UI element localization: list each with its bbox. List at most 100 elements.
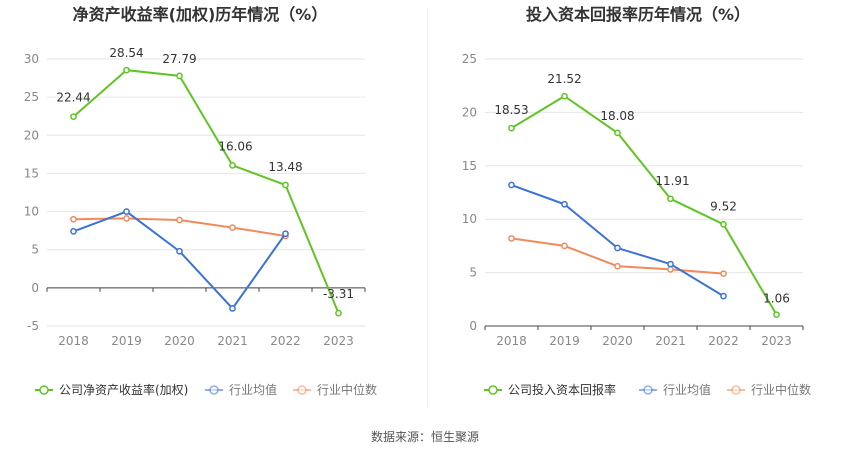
x-tick-label: 2022 [270,334,301,348]
legend-marker-icon [731,385,741,395]
data-label: -3.31 [323,287,354,301]
data-point-industry_avg [508,181,515,189]
data-point-industry_median [229,224,236,231]
data-point-industry_median [667,266,674,273]
data-label: 16.06 [218,139,252,153]
x-tick-label: 2022 [708,334,739,348]
legend-label: 公司净资产收益率(加权) [59,382,188,397]
data-point-company [229,161,236,169]
y-tick-label: 25 [462,52,477,66]
data-label: 13.48 [268,160,302,174]
legend-item-company: 公司投入资本回报率 [484,382,616,397]
data-label: 9.52 [710,199,737,213]
legend-marker-icon [209,385,219,395]
data-source-note: 数据来源：恒生聚源 [370,430,479,444]
legend-label: 行业均值 [229,382,277,397]
legend-marker-icon [297,385,307,395]
chart-title: 净资产收益率(加权)历年情况（%） [73,5,328,24]
data-point-company [614,129,621,137]
data-label: 1.06 [763,292,790,306]
x-tick-label: 2021 [217,334,248,348]
legend-item-industry_avg: 行业均值 [639,382,711,397]
data-point-company [335,309,342,317]
data-label: 28.54 [109,46,143,60]
x-tick-label: 2023 [323,334,354,348]
series-line-company [72,69,340,314]
data-point-company [773,311,780,319]
legend-label: 行业中位数 [751,382,811,397]
legend-item-industry_avg: 行业均值 [205,382,277,397]
series-line-company [510,95,778,316]
y-tick-label: 5 [469,266,477,280]
x-tick-label: 2018 [58,334,89,348]
legend-marker-icon [39,385,49,395]
data-point-company [561,92,568,100]
panel-divider [427,8,428,406]
x-tick-label: 2023 [761,334,792,348]
data-point-industry_median [614,262,621,270]
data-point-industry_avg [70,228,77,235]
y-tick-label: 20 [24,128,39,142]
data-point-company [176,72,183,80]
legend-label: 行业均值 [663,382,711,397]
legend-label: 行业中位数 [317,382,377,397]
data-point-industry_avg [720,292,727,300]
data-point-company [123,66,130,74]
data-label: 18.53 [494,103,528,117]
data-point-industry_avg [561,200,568,208]
x-tick-label: 2019 [549,334,580,348]
data-point-industry_median [123,215,130,222]
x-tick-label: 2020 [164,334,195,348]
y-tick-label: 0 [31,281,39,295]
legend-item-industry_median: 行业中位数 [727,382,811,397]
x-tick-label: 2020 [602,334,633,348]
y-tick-label: -5 [27,319,39,333]
y-tick-label: 5 [31,243,39,257]
legend-label: 公司投入资本回报率 [508,382,616,397]
legend-item-company: 公司净资产收益率(加权) [35,382,188,397]
y-tick-label: 10 [24,205,39,219]
chart-panel-1: 净资产收益率(加权)历年情况（%） -5 0 5 10 15 20 25 30 2018 2019 2… [24,5,377,397]
data-point-company [667,195,674,203]
data-point-industry_median [508,235,515,242]
legend-item-industry_median: 行业中位数 [293,382,377,397]
data-point-company [70,113,77,121]
data-point-industry_avg [229,305,236,312]
data-point-industry_median [70,215,77,223]
data-point-industry_median [720,270,727,278]
x-tick-label: 2019 [111,334,142,348]
data-point-industry_median [176,216,183,224]
x-tick-label: 2021 [655,334,686,348]
chart-title: 投入资本回报率历年情况（%） [526,5,750,24]
data-point-industry_avg [667,260,674,268]
data-point-company [508,124,515,132]
data-point-industry_median [561,242,568,250]
data-point-industry_avg [176,247,183,255]
series-line-industry_avg [511,184,725,297]
y-tick-label: 0 [469,319,477,333]
chart-legend: 公司净资产收益率(加权) 行业均值 行业中位数 [35,382,377,397]
data-label: 11.91 [655,174,689,188]
data-point-industry_avg [123,208,130,215]
data-label: 27.79 [162,52,196,66]
y-tick-label: 15 [462,159,477,173]
data-label: 21.52 [547,72,581,86]
y-tick-label: 25 [24,90,39,104]
legend-marker-icon [643,385,653,395]
data-point-industry_avg [282,230,289,238]
legend-marker-icon [488,385,498,395]
data-point-industry_avg [614,244,621,252]
data-point-company [282,181,289,189]
data-label: 22.44 [56,91,90,105]
data-label: 18.08 [600,109,634,123]
y-tick-label: 20 [462,105,477,119]
data-point-company [720,220,727,228]
y-tick-label: 15 [24,166,39,180]
series-line-industry_avg [73,210,287,310]
chart-legend: 公司投入资本回报率 行业均值 行业中位数 [484,382,811,397]
x-tick-label: 2018 [496,334,527,348]
chart-panel-2: 投入资本回报率历年情况（%） 0 5 10 15 20 25 2018 2019 2020 2021… [462,5,811,397]
y-tick-label: 30 [24,52,39,66]
y-tick-label: 10 [462,212,477,226]
